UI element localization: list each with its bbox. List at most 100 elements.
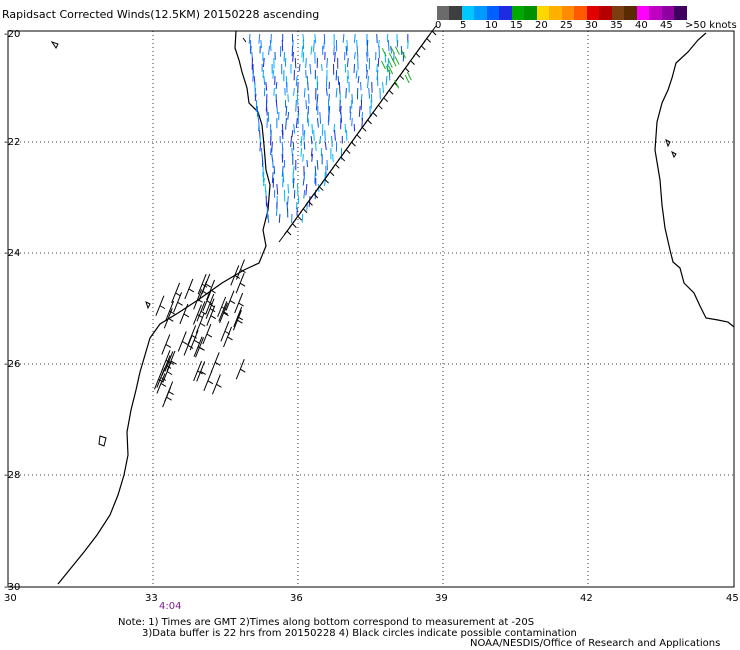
wind-barb <box>365 69 368 79</box>
wind-barb <box>388 52 394 62</box>
wind-barb <box>287 183 290 194</box>
wind-barb <box>399 75 405 80</box>
colorbar-segment <box>624 6 637 20</box>
wind-barb <box>326 159 328 171</box>
wind-barb <box>349 111 352 121</box>
wind-barb <box>335 87 338 98</box>
wind-barb <box>404 67 410 73</box>
wind-barb <box>305 69 307 79</box>
wind-barb <box>366 45 369 57</box>
wind-barb <box>305 57 307 68</box>
wind-barb <box>295 99 297 112</box>
wind-barb <box>234 274 241 279</box>
wind-barb <box>382 81 385 93</box>
wind-barb <box>385 65 391 75</box>
colorbar-label: 20 <box>535 20 548 31</box>
wind-barb <box>308 201 313 206</box>
wind-barb <box>294 57 297 69</box>
wind-barb <box>305 99 308 110</box>
wind-barb <box>360 81 362 91</box>
colorbar-segment <box>537 6 549 20</box>
wind-barb <box>346 39 349 52</box>
colorbar-label: 30 <box>585 20 598 31</box>
wind-barb <box>252 69 255 82</box>
wind-barb <box>338 81 341 94</box>
colorbar-label: 35 <box>610 20 623 31</box>
longitude-label: 39 <box>435 593 448 604</box>
wind-barb <box>315 99 318 111</box>
wind-barb <box>300 135 303 147</box>
colorbar-segment <box>474 6 487 20</box>
wind-barb <box>271 141 273 153</box>
wind-barb <box>328 93 330 102</box>
wind-barb <box>376 69 379 80</box>
wind-barb <box>426 38 431 43</box>
wind-speed-colorbar <box>437 6 687 20</box>
wind-barb <box>250 45 252 54</box>
wind-barb <box>356 134 362 140</box>
wind-barb <box>193 339 200 344</box>
wind-barb <box>295 75 298 87</box>
wind-barb <box>266 105 268 116</box>
wind-barb <box>310 147 313 157</box>
wind-barb <box>381 60 386 70</box>
wind-barb <box>308 195 311 208</box>
wind-barb <box>187 345 194 349</box>
wind-barb <box>334 51 336 62</box>
wind-barb <box>366 51 368 62</box>
wind-barb <box>305 183 308 196</box>
wind-barb <box>165 344 172 348</box>
wind-barb <box>291 129 294 138</box>
colorbar-label: 10 <box>485 20 498 31</box>
madagascar-islets <box>665 139 677 159</box>
wind-barb <box>292 223 297 228</box>
wind-barb <box>237 319 243 324</box>
wind-barb <box>229 300 236 304</box>
wind-barb <box>381 47 387 57</box>
wind-barb <box>340 156 346 162</box>
wind-barb <box>223 312 229 317</box>
wind-barb <box>361 126 367 132</box>
wind-barb <box>197 314 203 318</box>
wind-barb <box>205 283 212 288</box>
wind-barb <box>169 310 175 315</box>
wind-barb <box>410 60 415 65</box>
wind-barb <box>310 135 313 145</box>
wind-barb <box>200 310 207 315</box>
wind-barb <box>259 141 262 152</box>
wind-barb <box>281 165 284 177</box>
wind-barb <box>175 292 181 297</box>
wind-barb <box>297 215 303 221</box>
wind-barb <box>191 334 197 339</box>
wind-barb <box>407 39 409 49</box>
wind-barb <box>401 49 406 59</box>
latitude-label: -22 <box>4 137 20 148</box>
colorbar-segment <box>662 6 674 20</box>
wind-barb <box>183 313 190 318</box>
wind-barb <box>168 317 174 322</box>
colorbar-label: 5 <box>460 20 467 31</box>
wind-barb <box>333 123 336 133</box>
wind-barb <box>265 81 268 91</box>
wind-barb <box>353 51 356 60</box>
wind-barb <box>368 87 371 99</box>
colorbar-segment <box>499 6 512 20</box>
wind-barb <box>388 89 394 95</box>
wind-barb <box>239 282 246 287</box>
wind-barb <box>333 45 335 56</box>
madagascar-coastline <box>654 32 735 328</box>
wind-barb <box>345 149 351 154</box>
wind-barb <box>394 80 400 89</box>
wind-barb <box>314 171 316 184</box>
colorbar-segment <box>449 6 462 20</box>
wind-barb <box>302 153 304 162</box>
wind-barb <box>303 141 306 150</box>
colorbar-labels: 0 5 10 15 20 25 30 35 40 45 >50 knots <box>435 20 737 34</box>
colorbar-segment <box>462 6 474 20</box>
wind-barb <box>390 45 395 55</box>
wind-barb <box>292 177 295 189</box>
wind-barb <box>345 45 348 56</box>
latitude-label: -20 <box>4 29 20 40</box>
wind-barb <box>340 111 343 123</box>
